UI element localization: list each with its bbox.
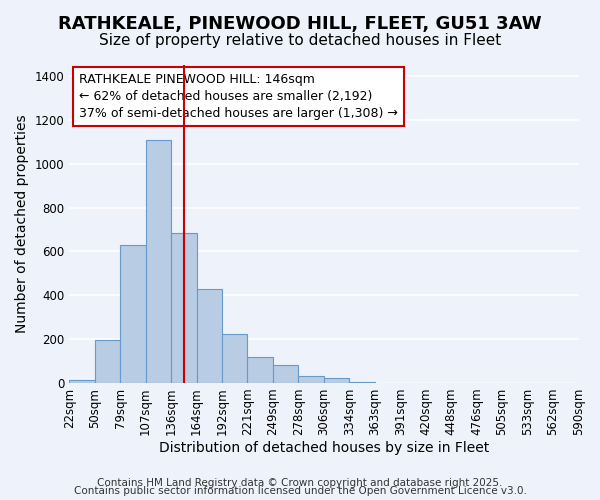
Y-axis label: Number of detached properties: Number of detached properties [15, 114, 29, 334]
Bar [69, 380, 95, 383]
Text: RATHKEALE PINEWOOD HILL: 146sqm
← 62% of detached houses are smaller (2,192)
37%: RATHKEALE PINEWOOD HILL: 146sqm ← 62% of… [79, 73, 398, 120]
Bar [247, 356, 273, 383]
Bar [324, 378, 349, 383]
Bar [120, 245, 146, 383]
Bar [95, 340, 120, 383]
Bar [298, 376, 324, 383]
Bar [146, 140, 171, 383]
Text: Contains public sector information licensed under the Open Government Licence v3: Contains public sector information licen… [74, 486, 526, 496]
Bar [349, 382, 375, 383]
Text: Size of property relative to detached houses in Fleet: Size of property relative to detached ho… [99, 32, 501, 48]
Bar [197, 288, 222, 383]
Text: RATHKEALE, PINEWOOD HILL, FLEET, GU51 3AW: RATHKEALE, PINEWOOD HILL, FLEET, GU51 3A… [58, 15, 542, 33]
Bar [222, 334, 247, 383]
X-axis label: Distribution of detached houses by size in Fleet: Distribution of detached houses by size … [159, 441, 489, 455]
Text: Contains HM Land Registry data © Crown copyright and database right 2025.: Contains HM Land Registry data © Crown c… [97, 478, 503, 488]
Bar [273, 366, 298, 383]
Bar [171, 233, 197, 383]
